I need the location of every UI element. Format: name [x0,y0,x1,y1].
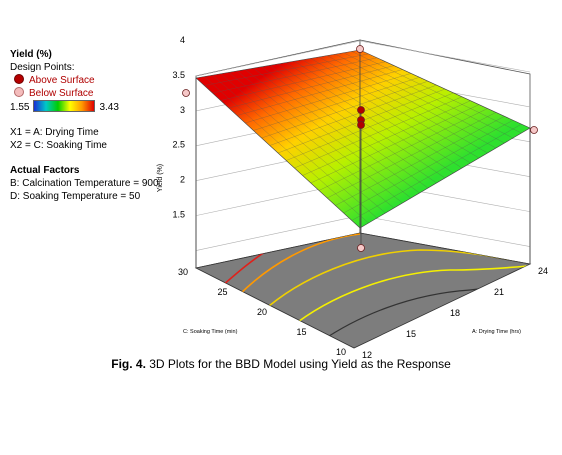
legend-title: Yield (%) [10,49,52,60]
factor-b: B: Calcination Temperature = 900 [10,178,159,189]
design-point [530,126,538,134]
x-axis-label: A: Drying Time (hrs) [472,329,521,335]
design-point [357,106,365,114]
above-surface-marker-icon [14,74,24,84]
drying-time-ticks: 12 15 18 21 24 [362,266,548,360]
color-scale-max: 3.43 [99,102,119,113]
design-point [357,121,365,129]
x1-definition: X1 = A: Drying Time [10,127,99,138]
above-surface-label: Above Surface [29,75,95,86]
z-tick-label: 4 [180,35,185,45]
z-tick-label: 3.5 [172,70,185,80]
caption-prefix: Fig. 4. [111,357,146,371]
design-point [357,244,365,252]
factor-d: D: Soaking Temperature = 50 [10,191,141,202]
color-scale: 1.55 3.43 [10,100,159,114]
below-surface-marker-icon [14,87,24,97]
soaking-time-ticks: 10 15 20 25 30 [178,267,346,357]
z-tick-label: 1.5 [172,210,185,220]
design-points [182,45,538,252]
drying-time-tick-label: 15 [406,329,416,339]
z-axis-label: Yield (%) [157,164,164,192]
y-axis-label: C: Soaking Time (min) [183,329,238,335]
figure-caption: Fig. 4. 3D Plots for the BBD Model using… [0,357,562,371]
soaking-time-tick-label: 15 [296,327,306,337]
drying-time-tick-label: 12 [362,350,372,360]
soaking-time-tick-label: 25 [217,287,227,297]
design-point [356,45,364,53]
drying-time-tick-label: 18 [450,308,460,318]
legend-above-surface: Above Surface [10,74,159,87]
actual-factors-heading: Actual Factors [10,165,80,176]
caption-text: 3D Plots for the BBD Model using Yield a… [149,357,451,371]
soaking-time-tick-label: 30 [178,267,188,277]
design-points-label: Design Points: [10,62,75,73]
soaking-time-tick-label: 20 [257,307,267,317]
design-point [182,89,190,97]
drying-time-tick-label: 24 [538,266,548,276]
drop-lines [195,50,531,268]
z-tick-label: 2 [180,175,185,185]
legend: Yield (%) Design Points: Above Surface B… [10,48,159,203]
surface-mesh [204,51,522,224]
color-ramp [33,100,96,112]
x2-definition: X2 = C: Soaking Time [10,140,107,151]
z-tick-label: 2.5 [172,140,185,150]
z-tick-label: 3 [180,105,185,115]
color-scale-min: 1.55 [10,102,30,113]
legend-below-surface: Below Surface [10,87,159,100]
drying-time-tick-label: 21 [494,287,504,297]
soaking-time-tick-label: 10 [336,347,346,357]
below-surface-label: Below Surface [29,88,94,99]
z-axis-ticks: 1.5 2 2.5 3 3.5 4 [172,35,185,220]
